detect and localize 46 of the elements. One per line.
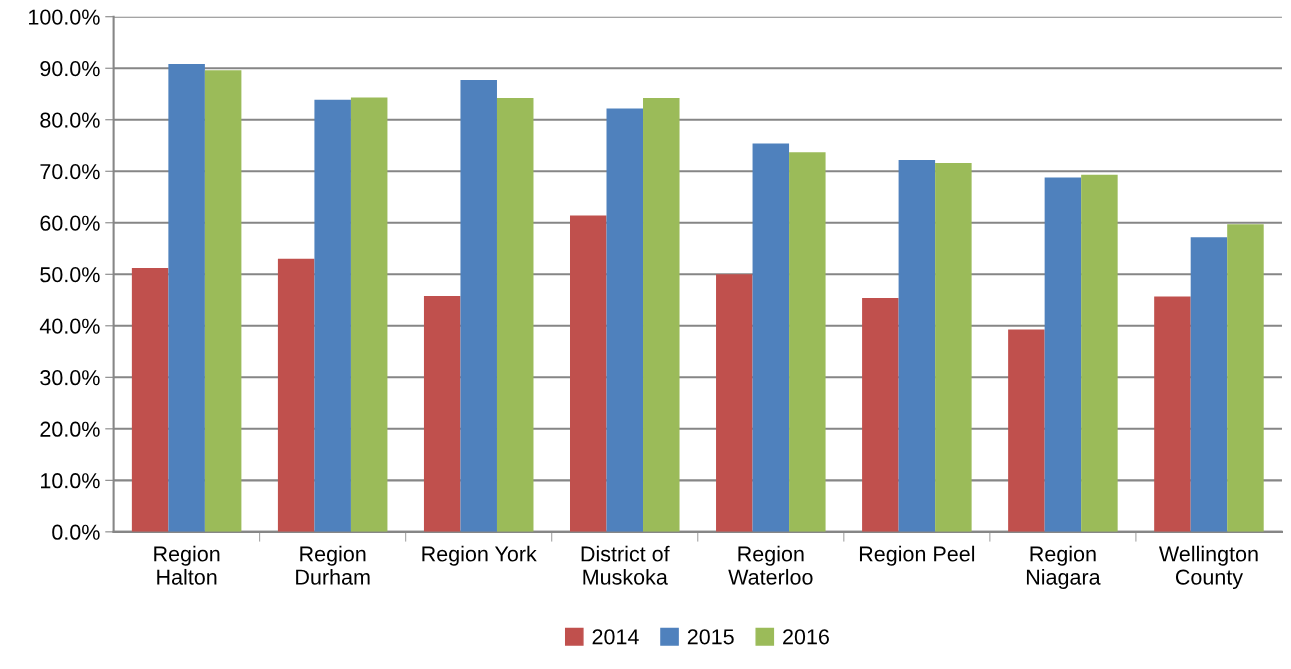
legend-label: 2016 [783, 629, 829, 645]
bar [350, 97, 388, 532]
y-tick-label: 60.0% [40, 215, 100, 231]
bar [752, 143, 790, 532]
bar [606, 108, 644, 532]
bar [716, 274, 753, 532]
bar [1008, 329, 1045, 532]
x-tick-label: Region Durham [296, 545, 370, 585]
bar [862, 297, 899, 532]
y-tick-label: 100.0% [29, 9, 100, 25]
y-tick-label: 20.0% [40, 421, 100, 437]
x-tick-label: District of Muskoka [581, 545, 670, 585]
bar [1081, 174, 1118, 532]
y-tick-label: 70.0% [40, 164, 100, 180]
bar [570, 215, 607, 532]
bar [789, 152, 826, 532]
x-tick-label: Region Halton [154, 545, 220, 585]
bar [1190, 237, 1228, 532]
y-tick-label: 40.0% [39, 318, 100, 334]
bar [898, 159, 936, 532]
x-tick-label: Region York [422, 545, 537, 566]
bar [460, 80, 497, 532]
x-tick-label: Wellington County [1158, 545, 1258, 589]
x-tick-label: Region Niagara [1026, 545, 1101, 589]
bar [204, 70, 242, 532]
bar [643, 98, 680, 532]
legend-label: 2014 [592, 629, 639, 645]
bar [277, 258, 315, 532]
x-tick-label: Region Peel [859, 545, 975, 566]
y-tick-label: 30.0% [40, 370, 100, 386]
y-tick-label: 0.0% [52, 524, 100, 540]
legend-label: 2015 [687, 629, 734, 645]
y-tick-label: 50.0% [40, 267, 100, 283]
bar [1154, 296, 1191, 532]
bar [1227, 224, 1264, 532]
bar [314, 99, 351, 532]
y-tick-label: 10.0% [41, 473, 100, 489]
bar [935, 163, 972, 532]
y-tick-label: 90.0% [40, 61, 100, 77]
y-tick-label: 80.0% [40, 112, 100, 128]
bar [1044, 177, 1082, 532]
x-tick-label: Region Waterloo [728, 545, 813, 585]
bar [496, 98, 534, 532]
bar [131, 268, 169, 532]
bar [168, 64, 205, 532]
bar [423, 295, 461, 532]
